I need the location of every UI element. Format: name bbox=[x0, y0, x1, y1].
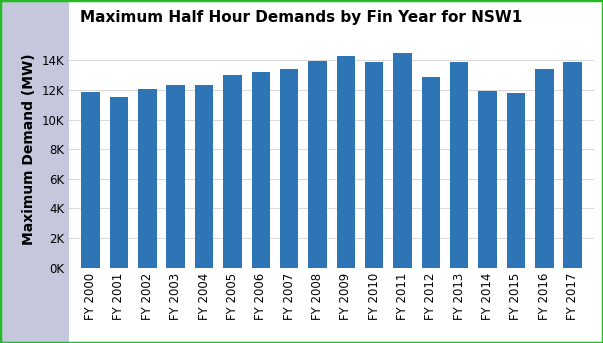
Bar bbox=[450, 62, 469, 268]
Bar bbox=[365, 62, 384, 268]
Bar bbox=[251, 72, 270, 268]
Bar bbox=[478, 91, 497, 268]
Bar bbox=[421, 78, 440, 268]
Bar bbox=[195, 85, 213, 268]
Bar bbox=[223, 74, 242, 268]
Bar bbox=[336, 56, 355, 268]
Bar bbox=[138, 88, 157, 268]
Bar bbox=[81, 92, 100, 268]
Text: Maximum Half Hour Demands by Fin Year for NSW1: Maximum Half Hour Demands by Fin Year fo… bbox=[80, 10, 523, 25]
Bar bbox=[110, 97, 128, 268]
Bar bbox=[563, 62, 582, 268]
Bar bbox=[393, 53, 412, 268]
Bar bbox=[535, 69, 554, 268]
Bar bbox=[280, 69, 298, 268]
Y-axis label: Maximum Demand (MW): Maximum Demand (MW) bbox=[22, 54, 36, 245]
Bar bbox=[308, 61, 327, 268]
Bar bbox=[507, 93, 525, 268]
Bar bbox=[166, 85, 185, 268]
